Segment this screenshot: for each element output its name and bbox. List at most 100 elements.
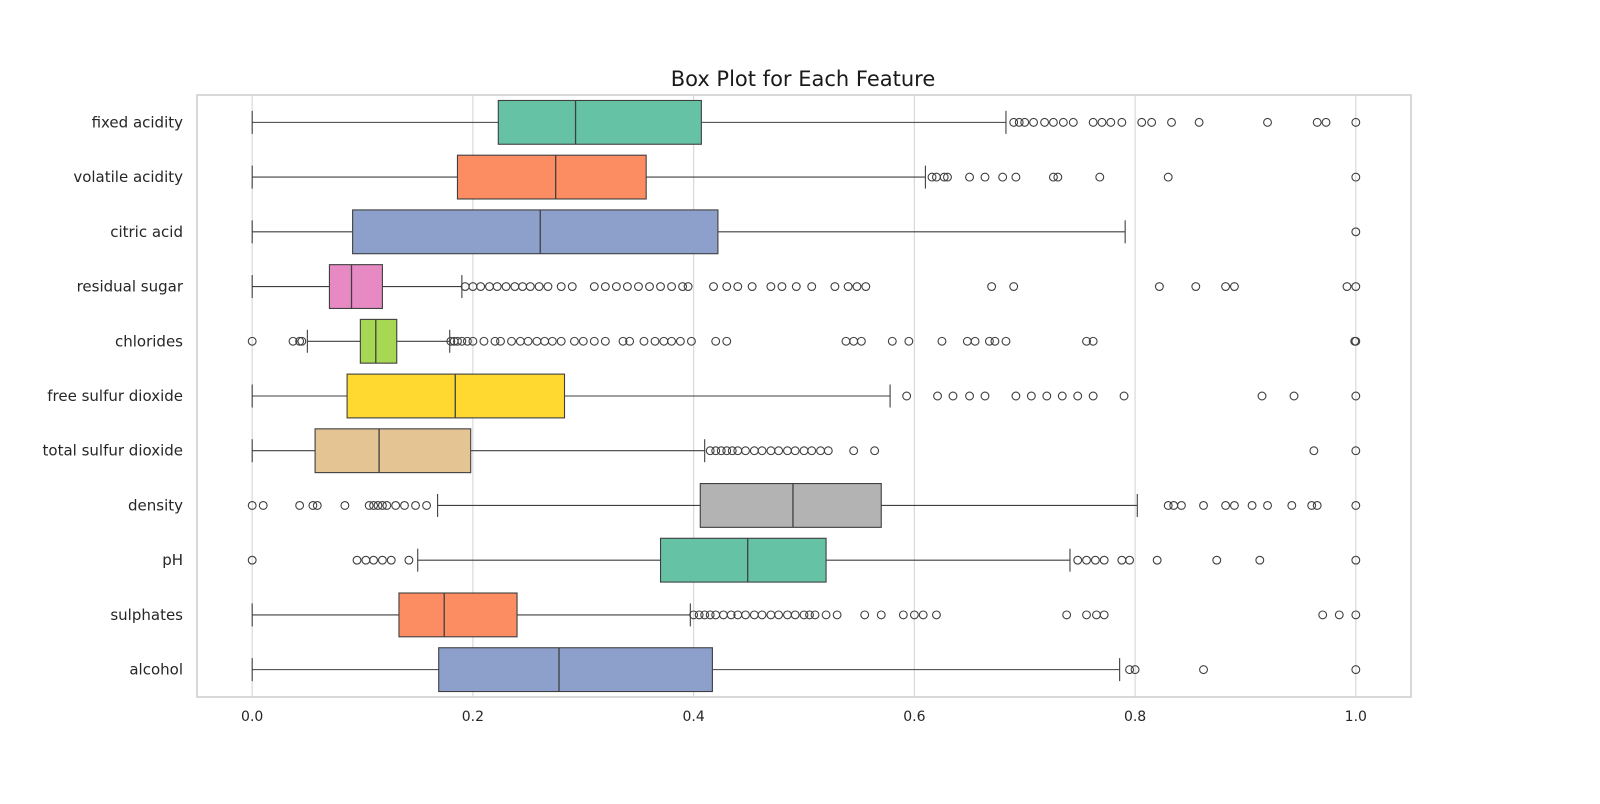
boxes (247, 99, 1361, 693)
outlier-point (1351, 282, 1361, 291)
outlier-point (984, 336, 994, 346)
outlier-point (618, 336, 628, 346)
outlier-point (377, 555, 387, 565)
box-ph (247, 537, 1361, 583)
x-tick-label: 1.0 (1345, 709, 1367, 725)
box-iqr (328, 264, 383, 309)
outlier-point (1097, 117, 1107, 127)
outlier-point (543, 282, 553, 291)
outlier-point (711, 336, 721, 346)
outlier-point (1147, 117, 1157, 127)
outlier-point (1095, 172, 1105, 182)
outlier-point (567, 282, 577, 291)
outlier-point (1106, 117, 1116, 127)
outlier-point (1309, 446, 1319, 456)
outlier-point (1194, 117, 1204, 127)
box-iqr (699, 483, 882, 528)
outlier-point (1154, 282, 1164, 291)
outlier-point (1009, 282, 1019, 291)
outlier-point (645, 282, 654, 291)
outlier-point (1351, 555, 1361, 565)
category-label: alcohol (129, 661, 183, 679)
outlier-point (1099, 555, 1109, 565)
x-tick-label: 0.0 (241, 709, 263, 725)
outlier-point (1011, 391, 1021, 401)
outlier-point (716, 446, 726, 456)
outlier-point (373, 501, 383, 510)
outlier-point (931, 610, 941, 620)
outlier-point (861, 282, 871, 291)
box-density (247, 483, 1361, 528)
category-label: total sulfur dioxide (43, 442, 183, 460)
outlier-point (980, 172, 990, 182)
outlier-point (1026, 391, 1036, 401)
outlier-point (288, 336, 298, 346)
outlier-point (600, 282, 610, 291)
outlier-point (705, 610, 715, 620)
outlier-point (678, 282, 688, 291)
outlier-point (622, 282, 632, 291)
outlier-point (948, 391, 958, 401)
plot-frame (196, 94, 1412, 698)
outlier-point (1307, 501, 1317, 510)
outlier-point (807, 446, 817, 456)
outlier-point (757, 610, 767, 620)
outlier-point (377, 501, 387, 510)
outlier-point (741, 610, 750, 620)
outlier-point (589, 336, 599, 346)
outlier-point (1199, 665, 1208, 675)
outlier-point (1062, 610, 1072, 620)
outlier-point (404, 555, 414, 565)
outlier-point (1221, 501, 1231, 510)
outlier-point (501, 282, 511, 291)
outlier-point (791, 282, 801, 291)
outlier-point (689, 610, 699, 620)
outlier-point (1001, 336, 1011, 346)
outlier-point (683, 282, 693, 291)
outlier-point (625, 336, 635, 346)
outlier-point (1229, 501, 1239, 510)
box-free-sulfur-dioxide (251, 373, 1361, 419)
category-label: volatile acidity (73, 168, 183, 186)
outlier-point (1318, 610, 1328, 620)
outlier-point (650, 336, 660, 346)
outlier-point (1163, 172, 1173, 182)
outlier-point (1048, 172, 1058, 182)
box-residual-sugar (251, 264, 1361, 309)
outlier-point (1221, 282, 1231, 291)
outlier-point (525, 282, 535, 291)
outlier-point (1090, 555, 1100, 565)
outlier-point (1029, 117, 1039, 127)
outlier-point (843, 282, 853, 291)
x-tick-label: 0.4 (683, 709, 705, 725)
outlier-point (790, 446, 800, 456)
box-iqr (438, 647, 713, 693)
box-total-sulfur-dioxide (251, 428, 1361, 474)
outlier-point (709, 282, 718, 291)
outlier-point (1351, 117, 1361, 127)
outlier-point (1020, 117, 1030, 127)
outlier-point (1163, 501, 1173, 510)
outlier-point (980, 391, 990, 401)
outlier-point (611, 282, 621, 291)
outlier-point (1042, 391, 1052, 401)
outlier-point (766, 282, 776, 291)
outlier-point (1351, 391, 1361, 401)
outlier-point (1117, 117, 1127, 127)
outlier-point (247, 336, 257, 346)
outlier-point (1014, 117, 1024, 127)
box-iqr (659, 537, 827, 583)
outlier-point (965, 172, 974, 182)
outlier-point (639, 336, 649, 346)
outlier-point (1152, 555, 1162, 565)
outlier-point (556, 336, 566, 346)
outlier-point (694, 610, 704, 620)
x-tick-label: 0.6 (903, 709, 925, 725)
box-sulphates (251, 592, 1361, 638)
outlier-point (726, 610, 736, 620)
outlier-point (757, 446, 767, 456)
outlier-point (1082, 336, 1091, 346)
outlier-point (1334, 610, 1344, 620)
outlier-point (247, 555, 257, 565)
